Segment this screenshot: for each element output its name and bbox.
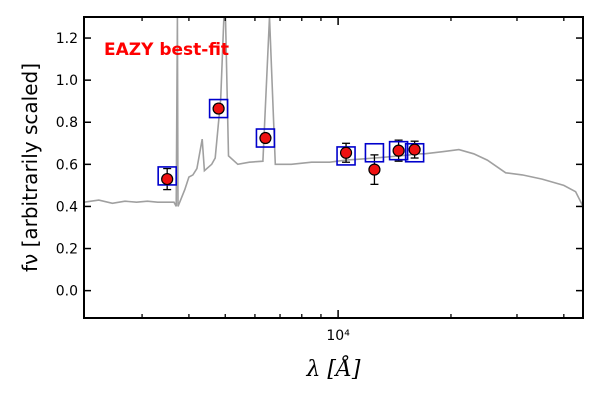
y-tick-label: 0.8 — [56, 115, 78, 131]
model-photometry-square — [255, 128, 276, 148]
y-tick-label: 0.2 — [56, 242, 78, 258]
template-spectrum-layer — [83, 16, 584, 207]
observed-photometry-point — [161, 172, 174, 186]
x-axis-label: λ [Å] — [306, 354, 361, 382]
model-photometry-square — [364, 142, 385, 163]
y-tick-label: 0.4 — [56, 199, 78, 215]
observed-photometry-point — [259, 131, 272, 145]
best-fit-annotation: EAZY best-fit — [104, 40, 229, 60]
ticks-layer: 0.0 0.2 0.4 0.6 0.8 1.0 1.2 10⁴ — [56, 17, 583, 344]
y-axis-label: fν [arbitrarily scaled] — [18, 63, 42, 272]
model-photometry-square — [208, 98, 229, 119]
observed-photometry-point — [392, 144, 405, 157]
y-tick-label: 1.2 — [56, 31, 78, 47]
template-spectrum-line — [83, 16, 584, 207]
observed-photometry-point — [368, 163, 381, 176]
y-tick-label: 1.0 — [56, 73, 78, 89]
x-tick-label: 10⁴ — [326, 328, 350, 344]
observed-photometry-point — [408, 143, 421, 156]
y-tick-label: 0.6 — [56, 157, 78, 173]
y-tick-label: 0.0 — [56, 284, 78, 300]
observed-photometry-point — [212, 102, 225, 115]
observed-photometry-layer — [161, 102, 421, 186]
model-photometry-layer — [157, 98, 425, 186]
observed-photometry-point — [339, 146, 353, 159]
plot-frame — [83, 16, 584, 319]
model-photometry-square — [388, 140, 409, 161]
